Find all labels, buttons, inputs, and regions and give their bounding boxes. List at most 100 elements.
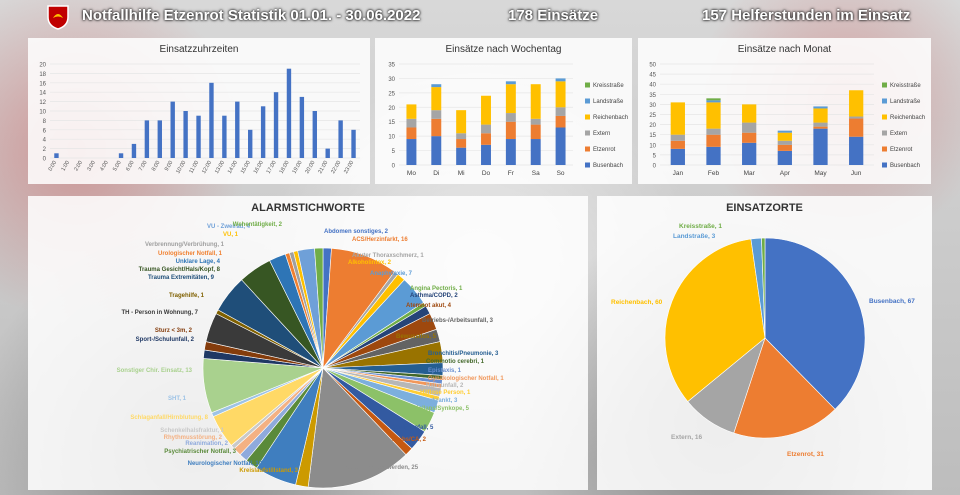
pie-label: Betriebs-/Arbeitsunfall, 3 (422, 318, 494, 324)
stacked-bar-segment (706, 102, 721, 129)
bar (325, 148, 330, 158)
stacked-bar-segment (431, 118, 442, 137)
legend-label: Etzenrot (890, 147, 913, 153)
stacked-bar-segment (481, 95, 491, 125)
legend-label: Reichenbach (593, 115, 628, 121)
pie-label: Hilflose Person, 1 (420, 390, 471, 396)
pie-label: Psychiatrischer Notfall, 3 (164, 449, 236, 455)
legend-label: Busenbach (593, 163, 623, 169)
y-tick-label: 25 (649, 113, 656, 119)
stacked-bar-segment (742, 142, 757, 165)
y-tick-label: 20 (39, 63, 46, 69)
pie-label: Unklare Lage, 4 (176, 259, 221, 265)
x-tick-label: 22:00 (330, 160, 342, 175)
y-tick-label: 20 (388, 106, 395, 112)
x-tick-label: 0:00 (48, 160, 59, 172)
bar (54, 153, 59, 158)
pie-label: Asthma/COPD, 2 (410, 293, 458, 299)
pie-label: Kreislaufbeschwerden, 25 (344, 465, 419, 471)
legend-label: Busenbach (890, 163, 920, 169)
pie-label: Kollaps/Synkope, 5 (414, 406, 470, 412)
legend-label: Extern (890, 131, 907, 137)
bar (260, 106, 266, 158)
stacked-bar-segment (777, 130, 792, 133)
pie-label: SHT, 1 (168, 396, 187, 402)
bar (183, 111, 188, 158)
x-tick-label: 19:00 (292, 160, 304, 175)
stacked-bar-segment (505, 139, 516, 165)
legend-swatch (585, 98, 590, 104)
y-tick-label: 0 (653, 164, 657, 170)
pie-label: Rhythmusstörung, 2 (164, 435, 223, 441)
chart-monat: 0 5 10 15 20 25 30 35 40 45 50 Jan Feb Mar Apr May Jun Kr… (649, 63, 925, 178)
pie-label: Urologischer Notfall, 1 (158, 251, 223, 257)
pie-label: Abdomen sonstiges, 2 (324, 229, 389, 235)
pie-label: Verbrennung/Verbrühung, 1 (145, 242, 225, 248)
legend-swatch (882, 98, 887, 104)
pie-label: Landstraße, 3 (673, 233, 716, 240)
bar (235, 101, 240, 158)
pie-label: Krebs/CA, 2 (392, 437, 427, 443)
stacked-bar-segment (742, 132, 757, 143)
stacked-bar-segment (555, 81, 566, 108)
x-tick-label: Di (433, 170, 439, 177)
legend-label: Etzenrot (593, 147, 616, 153)
pie-label: Akuter Thoraxschmerz, 1 (352, 253, 424, 259)
stacked-bar-segment (505, 84, 516, 114)
legend-swatch (585, 114, 590, 120)
x-tick-label: Sa (532, 170, 540, 177)
legend-label: Landstraße (890, 99, 921, 105)
legend-swatch (882, 114, 887, 120)
stacked-bar-segment (406, 118, 417, 128)
y-tick-label: 35 (649, 93, 656, 99)
pie-label: Schenkelhalsfraktur, 1 (160, 428, 224, 434)
pie-label: Sonstiger Chir. Einsatz, 13 (117, 368, 193, 374)
pie-label: Angina Pectoris, 1 (410, 286, 463, 292)
pie-slice (764, 237, 866, 410)
pie-label: Kreisstraße, 1 (679, 223, 722, 230)
pie-label: Krampfanfall, 5 (390, 425, 434, 431)
stacked-bar-segment (505, 121, 516, 140)
stacked-bar-segment (555, 127, 566, 165)
x-tick-label: 17:00 (266, 160, 278, 175)
y-tick-label: 5 (653, 153, 657, 159)
x-tick-label: Jun (851, 170, 862, 177)
legend-label: Kreisstraße (593, 83, 624, 89)
pie-label: Sturz < 3m, 2 (155, 328, 193, 334)
stacked-bar-segment (555, 107, 566, 116)
stacked-bar-segment (706, 134, 721, 147)
bar (131, 143, 137, 158)
chart-title-uhrzeiten: Einsatzzuhrzeiten (159, 44, 239, 55)
stacked-bar-segment (849, 118, 864, 137)
y-tick-label: 5 (392, 149, 396, 155)
y-tick-label: 6 (43, 128, 47, 134)
pie-label: Reichenbach, 60 (611, 299, 663, 306)
pie-label: Reanimation, 2 (185, 441, 228, 447)
pie-label: Etzenrot, 31 (787, 451, 824, 458)
bar (170, 101, 175, 158)
x-tick-label: Mar (744, 170, 756, 177)
x-tick-label: May (814, 170, 827, 177)
panel-monat: Einsätze nach Monat 0 5 10 15 20 25 30 35 40 45 50… (638, 38, 931, 184)
pie-label: Trauma Extremitäten, 9 (148, 275, 215, 281)
y-tick-label: 30 (649, 103, 656, 109)
x-tick-label: 3:00 (86, 160, 97, 172)
y-tick-label: 40 (649, 83, 656, 89)
bar (351, 129, 356, 158)
stacked-bar-segment (406, 127, 417, 140)
pie-label: Wehentätigkeit, 2 (233, 222, 283, 228)
bar (157, 120, 162, 158)
x-tick-label: Fr (508, 170, 515, 177)
legend-swatch (585, 146, 590, 152)
bar (144, 120, 150, 158)
pie-label: Kreislaufstillstand, 3 (239, 468, 298, 474)
bar (338, 120, 343, 158)
x-tick-label: 16:00 (253, 160, 265, 175)
stacked-bar-segment (813, 126, 828, 129)
y-tick-label: 14 (39, 91, 46, 97)
pie-label: Kind erkrankt, 3 (412, 398, 458, 404)
legend-label: Reichenbach (890, 115, 925, 121)
x-tick-label: 5:00 (112, 160, 123, 172)
stacked-bar-segment (813, 128, 828, 165)
stacked-bar-segment (670, 140, 685, 149)
